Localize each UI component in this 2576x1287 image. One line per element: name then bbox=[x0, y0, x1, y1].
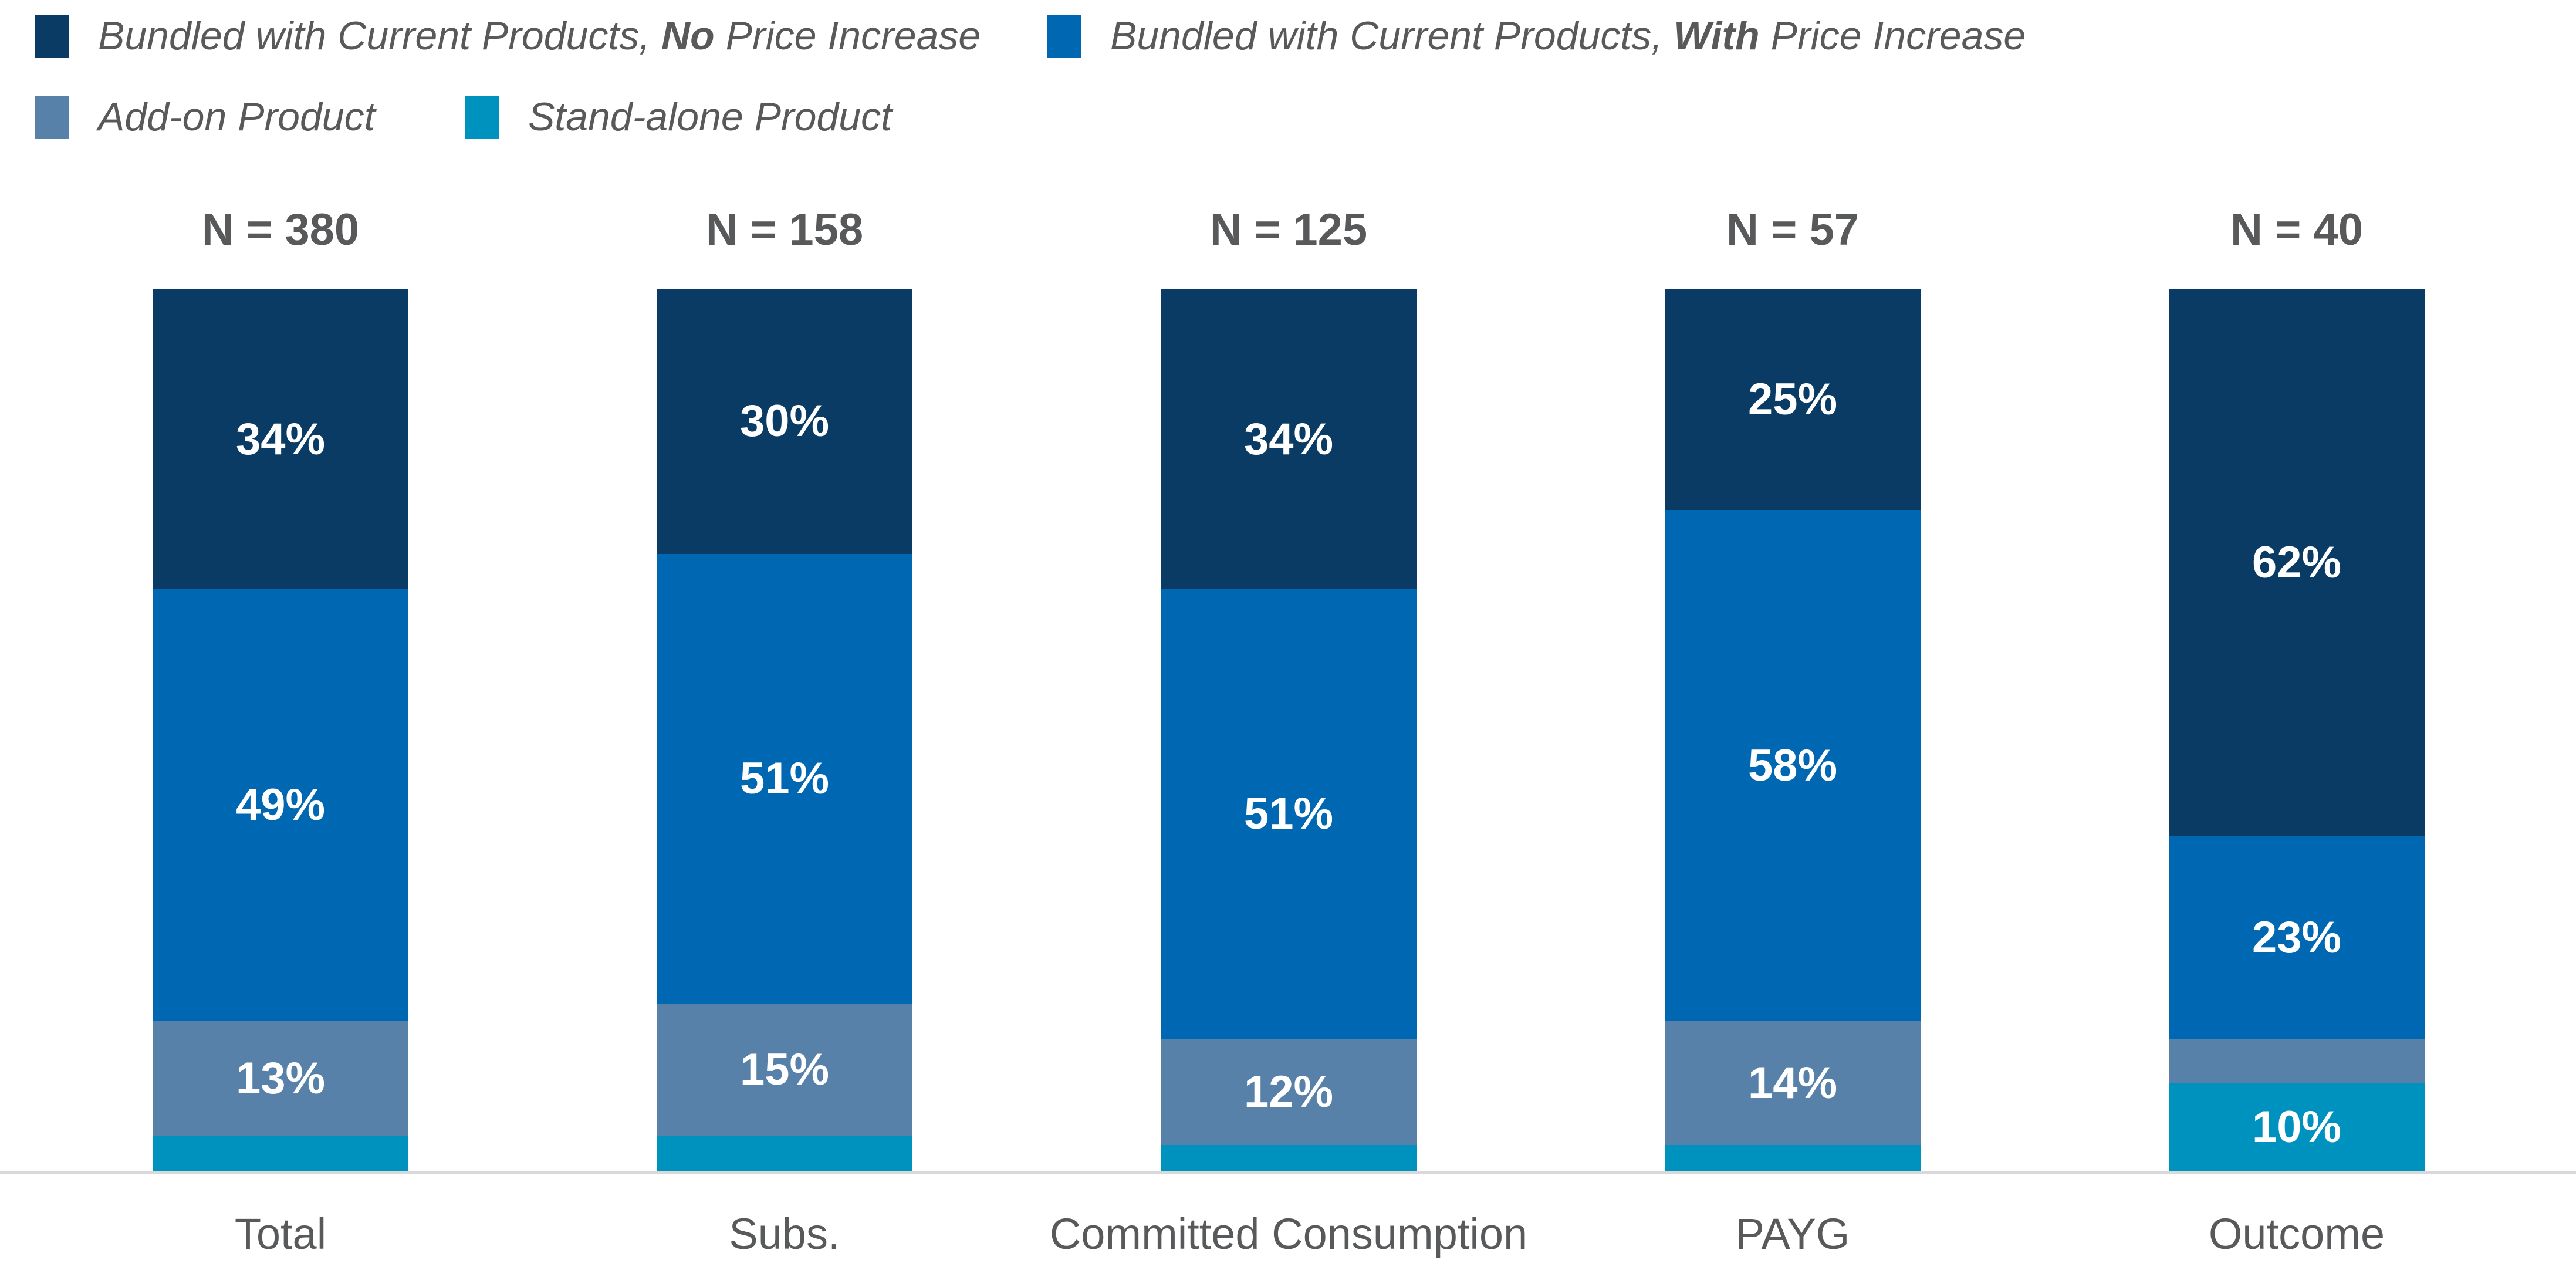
category-label: Committed Consumption bbox=[1049, 1210, 1528, 1258]
bar-stack: 62% 23% 10% bbox=[2169, 289, 2425, 1171]
bar-stack: 34% 51% 12% bbox=[1161, 289, 1417, 1171]
legend-item-stand-alone-product: Stand-alone Product bbox=[465, 94, 892, 140]
legend-swatch-blue bbox=[1047, 14, 1081, 58]
segment-add-on-product: 14% bbox=[1665, 1021, 1921, 1145]
segment-add-on-product: 15% bbox=[657, 1004, 912, 1136]
segment-value-label: 30% bbox=[739, 396, 830, 447]
bar-subs: N = 158 30% 51% 15% Subs. bbox=[657, 205, 912, 1258]
bar-outcome: N = 40 62% 23% 10% Outcome bbox=[2169, 205, 2425, 1258]
segment-bundled-with-current-products-no-price-increase: 34% bbox=[1161, 289, 1417, 590]
bar-committed-consumption: N = 125 34% 51% 12% Committed Consumption bbox=[1050, 205, 1527, 1258]
segment-value-label: 10% bbox=[2252, 1102, 2342, 1152]
x-axis-line bbox=[0, 1171, 2576, 1174]
segment-value-label: 23% bbox=[2252, 912, 2342, 962]
segment-bundled-with-current-products-with-price-increase: 51% bbox=[657, 553, 912, 1004]
legend-item-bundled-with-increase: Bundled with Current Products, With Pric… bbox=[1047, 13, 2026, 59]
legend-item-bundled-no-increase: Bundled with Current Products, No Price … bbox=[35, 13, 981, 59]
segment-bundled-with-current-products-with-price-increase: 23% bbox=[2169, 836, 2425, 1039]
legend-swatch-cyan bbox=[465, 95, 499, 139]
n-label: N = 380 bbox=[201, 205, 360, 255]
segment-stand-alone-product bbox=[1161, 1144, 1417, 1171]
segment-bundled-with-current-products-no-price-increase: 30% bbox=[657, 289, 912, 554]
legend-label: Add-on Product bbox=[98, 94, 376, 139]
legend-label: Bundled with Current Products, No Price … bbox=[98, 13, 981, 58]
segment-stand-alone-product bbox=[657, 1136, 912, 1171]
segment-bundled-with-current-products-with-price-increase: 58% bbox=[1665, 509, 1921, 1022]
segment-stand-alone-product bbox=[153, 1136, 408, 1171]
segment-stand-alone-product bbox=[1665, 1144, 1921, 1171]
segment-value-label: 62% bbox=[2252, 537, 2342, 587]
bar-stack: 30% 51% 15% bbox=[657, 289, 912, 1171]
segment-value-label: 34% bbox=[235, 414, 326, 464]
legend-label: Stand-alone Product bbox=[528, 94, 892, 139]
segment-add-on-product: 13% bbox=[153, 1021, 408, 1136]
category-label: Subs. bbox=[729, 1210, 840, 1258]
n-label: N = 57 bbox=[1726, 205, 1860, 255]
segment-add-on-product bbox=[2169, 1039, 2425, 1083]
n-label: N = 125 bbox=[1209, 205, 1368, 255]
segment-value-label: 58% bbox=[1747, 740, 1838, 791]
bar-payg: N = 57 25% 58% 14% PAYG bbox=[1665, 205, 1921, 1258]
n-label: N = 40 bbox=[2230, 205, 2364, 255]
segment-bundled-with-current-products-with-price-increase: 51% bbox=[1161, 589, 1417, 1039]
segment-value-label: 51% bbox=[739, 754, 830, 804]
segment-value-label: 49% bbox=[235, 780, 326, 830]
segment-value-label: 25% bbox=[1747, 374, 1838, 424]
category-label: Outcome bbox=[2208, 1210, 2385, 1258]
segment-bundled-with-current-products-no-price-increase: 25% bbox=[1665, 289, 1921, 510]
category-label: Total bbox=[234, 1210, 327, 1258]
bars: N = 380 34% 49% 13% Total N = 158 30% 51% 15% Sub… bbox=[0, 205, 2576, 1258]
segment-bundled-with-current-products-no-price-increase: 34% bbox=[153, 289, 408, 590]
legend: Bundled with Current Products, No Price … bbox=[0, 0, 2576, 176]
legend-swatch-steel bbox=[35, 95, 69, 139]
bar-total: N = 380 34% 49% 13% Total bbox=[153, 205, 408, 1258]
legend-item-add-on-product: Add-on Product bbox=[35, 94, 376, 140]
segment-value-label: 12% bbox=[1243, 1066, 1334, 1117]
segment-value-label: 13% bbox=[235, 1053, 326, 1104]
segment-value-label: 14% bbox=[1747, 1058, 1838, 1108]
segment-add-on-product: 12% bbox=[1161, 1039, 1417, 1145]
segment-bundled-with-current-products-no-price-increase: 62% bbox=[2169, 289, 2425, 836]
category-label: PAYG bbox=[1735, 1210, 1850, 1258]
segment-value-label: 51% bbox=[1243, 789, 1334, 839]
legend-label: Bundled with Current Products, With Pric… bbox=[1110, 13, 2026, 58]
bar-stack: 25% 58% 14% bbox=[1665, 289, 1921, 1171]
segment-value-label: 34% bbox=[1243, 414, 1334, 464]
n-label: N = 158 bbox=[705, 205, 864, 255]
segment-bundled-with-current-products-with-price-increase: 49% bbox=[153, 589, 408, 1022]
segment-stand-alone-product: 10% bbox=[2169, 1083, 2425, 1171]
plot-area: N = 380 34% 49% 13% Total N = 158 30% 51% 15% Sub… bbox=[0, 205, 2576, 1258]
legend-swatch-navy bbox=[35, 14, 69, 58]
segment-value-label: 15% bbox=[739, 1045, 830, 1095]
bar-stack: 34% 49% 13% bbox=[153, 289, 408, 1171]
